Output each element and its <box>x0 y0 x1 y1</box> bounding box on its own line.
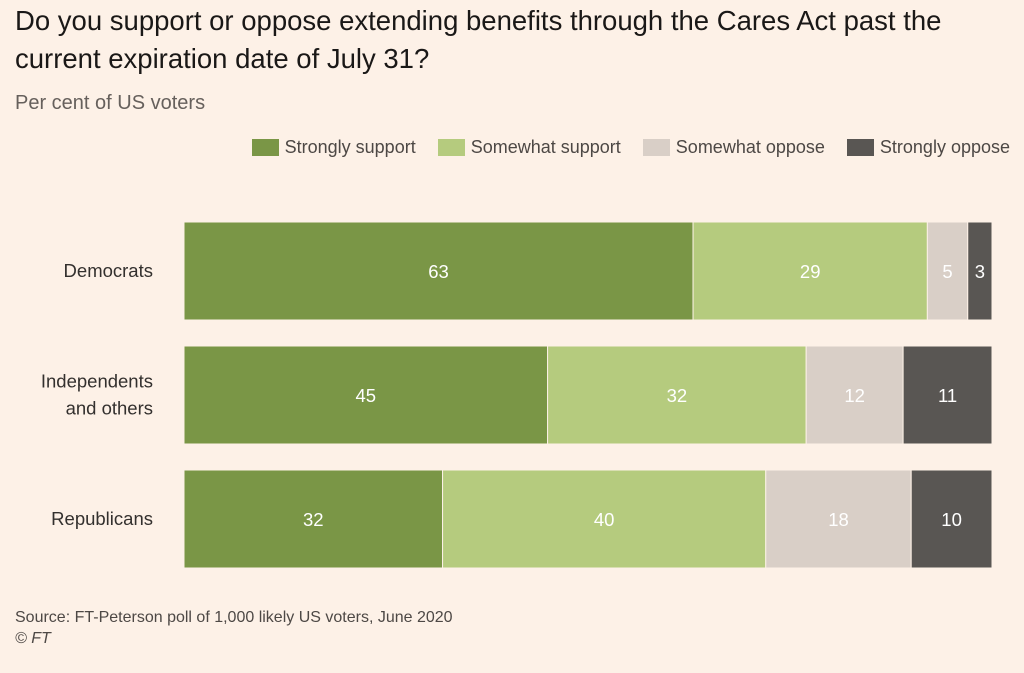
bar-segment-strongly-support-republicans <box>183 469 444 569</box>
data-label-strongly-support-independents-and-others: 45 <box>356 385 377 406</box>
copyright-note: © FT <box>15 630 51 647</box>
category-label-line: Republicans <box>51 508 153 529</box>
legend-item-somewhat-oppose: Somewhat oppose <box>642 137 825 158</box>
data-label-somewhat-support-independents-and-others: 32 <box>667 385 688 406</box>
chart-title: Do you support or oppose extending benef… <box>15 5 942 74</box>
data-label-strongly-support-democrats: 63 <box>428 261 449 282</box>
category-label-republicans: Republicans <box>51 508 153 529</box>
data-label-strongly-support-republicans: 32 <box>303 509 324 530</box>
bar-segment-somewhat-oppose-democrats <box>926 221 969 321</box>
source-note: Source: FT-Peterson poll of 1,000 likely… <box>15 609 453 626</box>
category-label-line: Independents <box>41 371 153 392</box>
bar-segment-strongly-oppose-republicans <box>910 469 993 569</box>
category-label-line: Democrats <box>64 260 153 281</box>
data-label-somewhat-oppose-independents-and-others: 12 <box>844 385 865 406</box>
legend-item-somewhat-support: Somewhat support <box>437 137 621 158</box>
legend-item-strongly-oppose: Strongly oppose <box>846 137 1010 158</box>
data-label-strongly-oppose-independents-and-others: 11 <box>938 385 957 406</box>
bar-segment-strongly-oppose-independents-and-others <box>902 345 993 445</box>
legend-label-strongly-support: Strongly support <box>284 137 416 157</box>
legend-swatch-somewhat-oppose <box>642 139 670 156</box>
data-label-somewhat-support-republicans: 40 <box>594 509 615 530</box>
data-label-strongly-oppose-republicans: 10 <box>941 509 962 530</box>
category-label-line: and others <box>66 398 153 419</box>
bar-segment-strongly-oppose-democrats <box>967 221 993 321</box>
legend-label-somewhat-support: Somewhat support <box>470 137 621 157</box>
chart-subtitle: Per cent of US voters <box>15 92 206 114</box>
category-label-independents-and-others: Independents and others <box>41 371 153 419</box>
legend-swatch-strongly-oppose <box>846 139 874 156</box>
data-label-somewhat-oppose-democrats: 5 <box>942 261 952 282</box>
bar-segment-strongly-support-independents-and-others <box>183 345 549 445</box>
bar-segment-somewhat-support-republicans <box>442 469 767 569</box>
data-label-somewhat-oppose-republicans: 18 <box>828 509 849 530</box>
legend: Strongly support Somewhat support Somewh… <box>251 137 1010 158</box>
category-label-democrats: Democrats <box>64 260 153 281</box>
data-label-strongly-oppose-democrats: 3 <box>975 261 985 282</box>
legend-label-strongly-oppose: Strongly oppose <box>879 137 1010 157</box>
legend-item-strongly-support: Strongly support <box>251 137 416 158</box>
bar-segment-somewhat-support-independents-and-others <box>547 345 807 445</box>
data-label-somewhat-support-democrats: 29 <box>800 261 821 282</box>
legend-label-somewhat-oppose: Somewhat oppose <box>675 137 825 157</box>
legend-swatch-somewhat-support <box>437 139 465 156</box>
legend-swatch-strongly-support <box>251 139 279 156</box>
bar-segment-somewhat-oppose-republicans <box>765 469 912 569</box>
